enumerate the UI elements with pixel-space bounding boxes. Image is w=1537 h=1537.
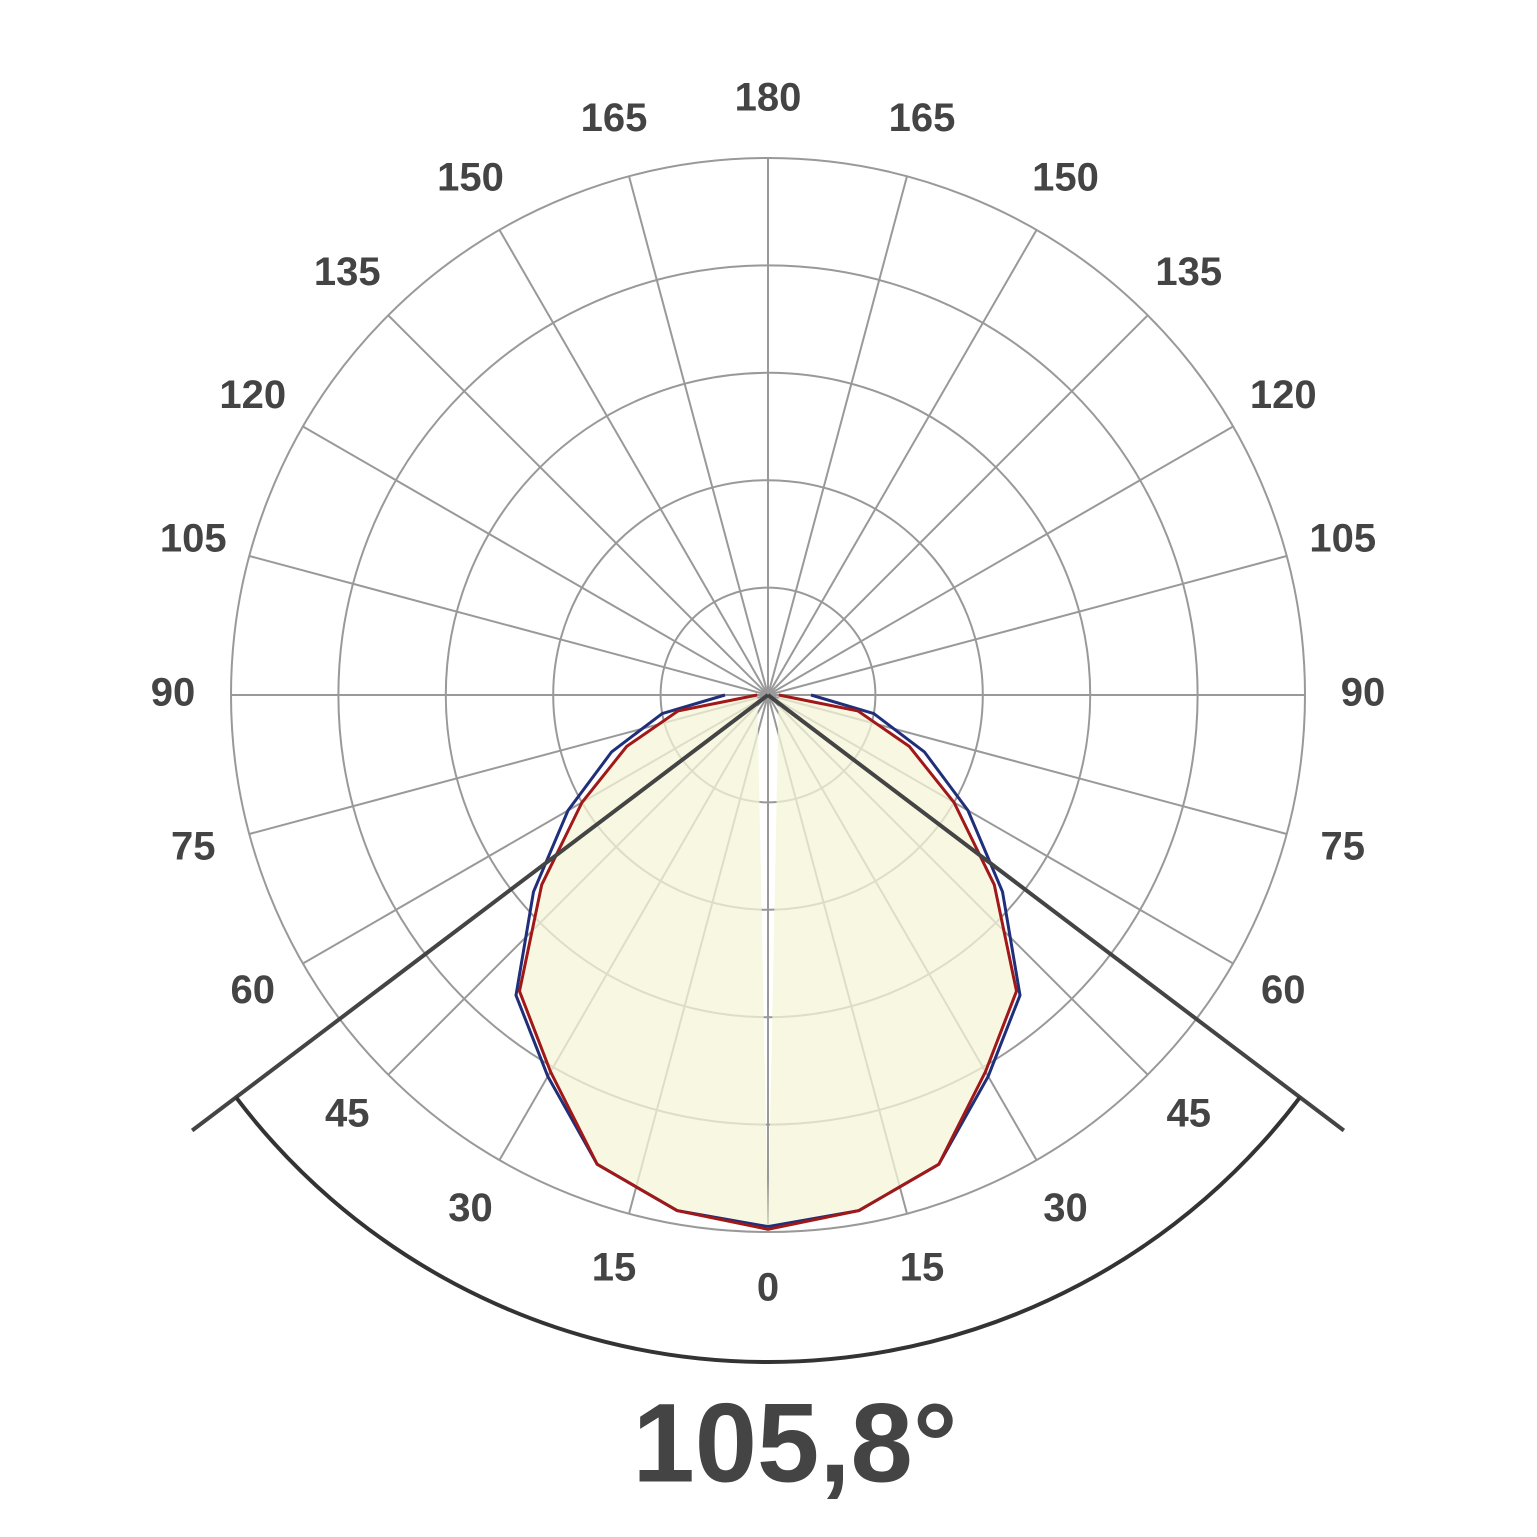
angle-label: 135 — [1155, 250, 1222, 294]
angle-label: 165 — [581, 96, 648, 140]
grid-spoke — [302, 425, 769, 696]
angle-label: 45 — [325, 1091, 370, 1135]
angle-label: 75 — [1320, 825, 1365, 869]
angle-label: 135 — [314, 250, 381, 294]
beam-arc — [234, 1096, 1302, 1365]
angle-label: 120 — [1250, 373, 1317, 417]
grid-spoke — [767, 555, 1287, 696]
angle-label: 60 — [230, 968, 275, 1012]
angle-label: 150 — [437, 155, 504, 199]
grid-spoke — [767, 176, 908, 696]
angle-label: 45 — [1166, 1091, 1211, 1135]
angle-label: 90 — [151, 671, 196, 715]
angle-label: 120 — [219, 373, 286, 417]
grid-spoke — [767, 425, 1234, 696]
angle-label: 165 — [889, 96, 956, 140]
angle-label: 15 — [592, 1245, 637, 1289]
beam-line — [766, 693, 1346, 1133]
angle-label: 180 — [735, 76, 802, 120]
angle-label: 30 — [1043, 1186, 1088, 1230]
grid-spoke — [767, 314, 1149, 696]
angle-label: 30 — [448, 1186, 493, 1230]
grid-spoke — [249, 555, 769, 696]
curve — [517, 693, 769, 1231]
grid-spoke — [387, 314, 769, 696]
beam-angle-label: 105,8° — [632, 1381, 957, 1506]
angle-label: 15 — [900, 1245, 945, 1289]
grid-spoke — [498, 229, 769, 696]
beam-line — [190, 693, 770, 1133]
curve — [767, 693, 1019, 1231]
angle-label: 75 — [171, 825, 216, 869]
angle-label: 105 — [1309, 517, 1376, 561]
filled-curve — [768, 695, 1017, 1230]
angle-label: 90 — [1341, 671, 1386, 715]
angle-label: 105 — [160, 517, 227, 561]
angle-label: 0 — [757, 1266, 779, 1310]
angle-label: 150 — [1032, 155, 1099, 199]
filled-curve — [519, 695, 768, 1230]
grid-spoke — [767, 229, 1038, 696]
grid-spoke — [628, 176, 769, 696]
angle-label: 60 — [1261, 968, 1306, 1012]
